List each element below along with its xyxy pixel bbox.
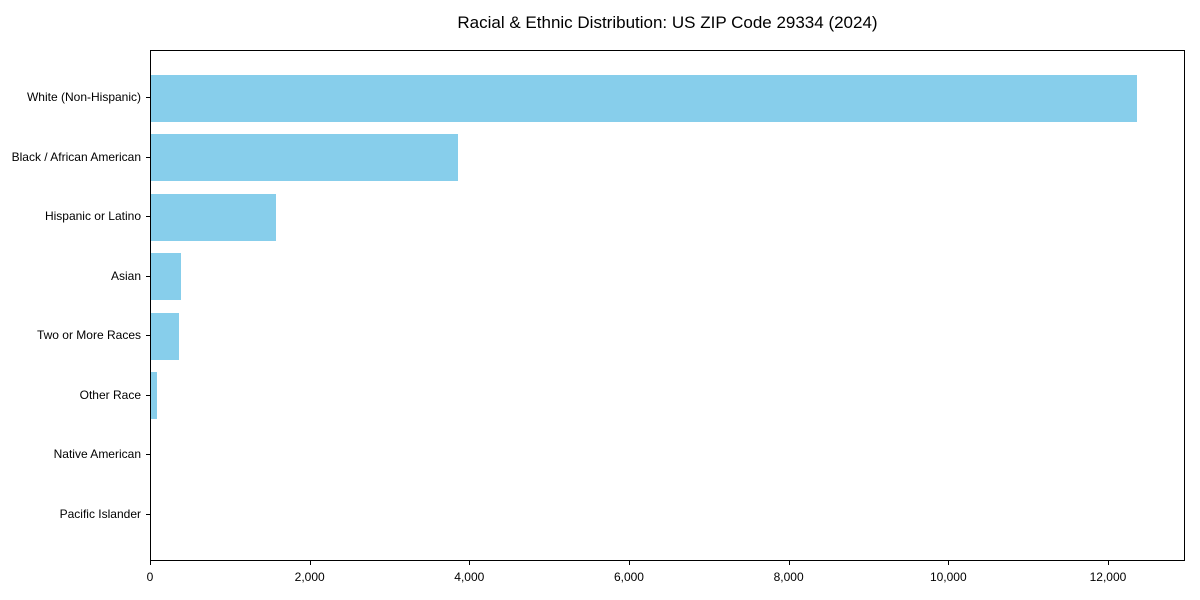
y-axis-label: Black / African American (11, 149, 141, 164)
y-axis-label: Asian (110, 268, 141, 283)
y-axis-tick (146, 394, 150, 396)
bar-hispanic-or-latino (151, 193, 276, 241)
bar-black-african-american (151, 134, 458, 182)
x-axis-tick (628, 561, 630, 565)
y-axis-label: Other Race (79, 387, 141, 402)
bar-asian (151, 253, 181, 301)
y-axis-label: Hispanic or Latino (44, 209, 141, 224)
x-axis-tick-label: 8,000 (773, 570, 804, 584)
bar-two-or-more-races (151, 312, 179, 360)
y-axis-tick (146, 513, 150, 515)
y-axis-tick (146, 454, 150, 456)
x-axis-tick (469, 561, 471, 565)
y-axis-tick (146, 216, 150, 218)
y-axis-tick (146, 156, 150, 158)
y-axis-label: White (Non-Hispanic) (26, 90, 141, 104)
bar-other-race (151, 372, 157, 420)
x-axis-tick-label: 12,000 (1089, 570, 1127, 584)
plot-area (150, 50, 1185, 561)
y-axis-label: Two or More Races (36, 328, 141, 343)
y-axis-tick (146, 97, 150, 98)
x-axis-tick (788, 561, 790, 565)
x-axis-tick (309, 561, 311, 565)
y-axis-label: Pacific Islander (59, 506, 141, 521)
x-axis-tick-label: 10,000 (929, 570, 967, 584)
x-axis-tick (948, 561, 950, 565)
bar-white-non-hispanic (151, 74, 1137, 122)
x-axis-tick-label: 6,000 (613, 570, 644, 584)
chart-title: Racial & Ethnic Distribution: US ZIP Cod… (457, 13, 878, 32)
y-axis-label: Native American (53, 447, 141, 462)
y-axis-tick (146, 335, 150, 337)
x-axis-tick (1107, 561, 1109, 565)
x-axis-tick-label: 4,000 (454, 570, 485, 584)
y-axis-tick (146, 275, 150, 277)
x-axis-tick (150, 561, 151, 565)
x-axis-tick-label: 2,000 (294, 570, 325, 584)
x-axis-tick-label: 0 (146, 570, 154, 584)
